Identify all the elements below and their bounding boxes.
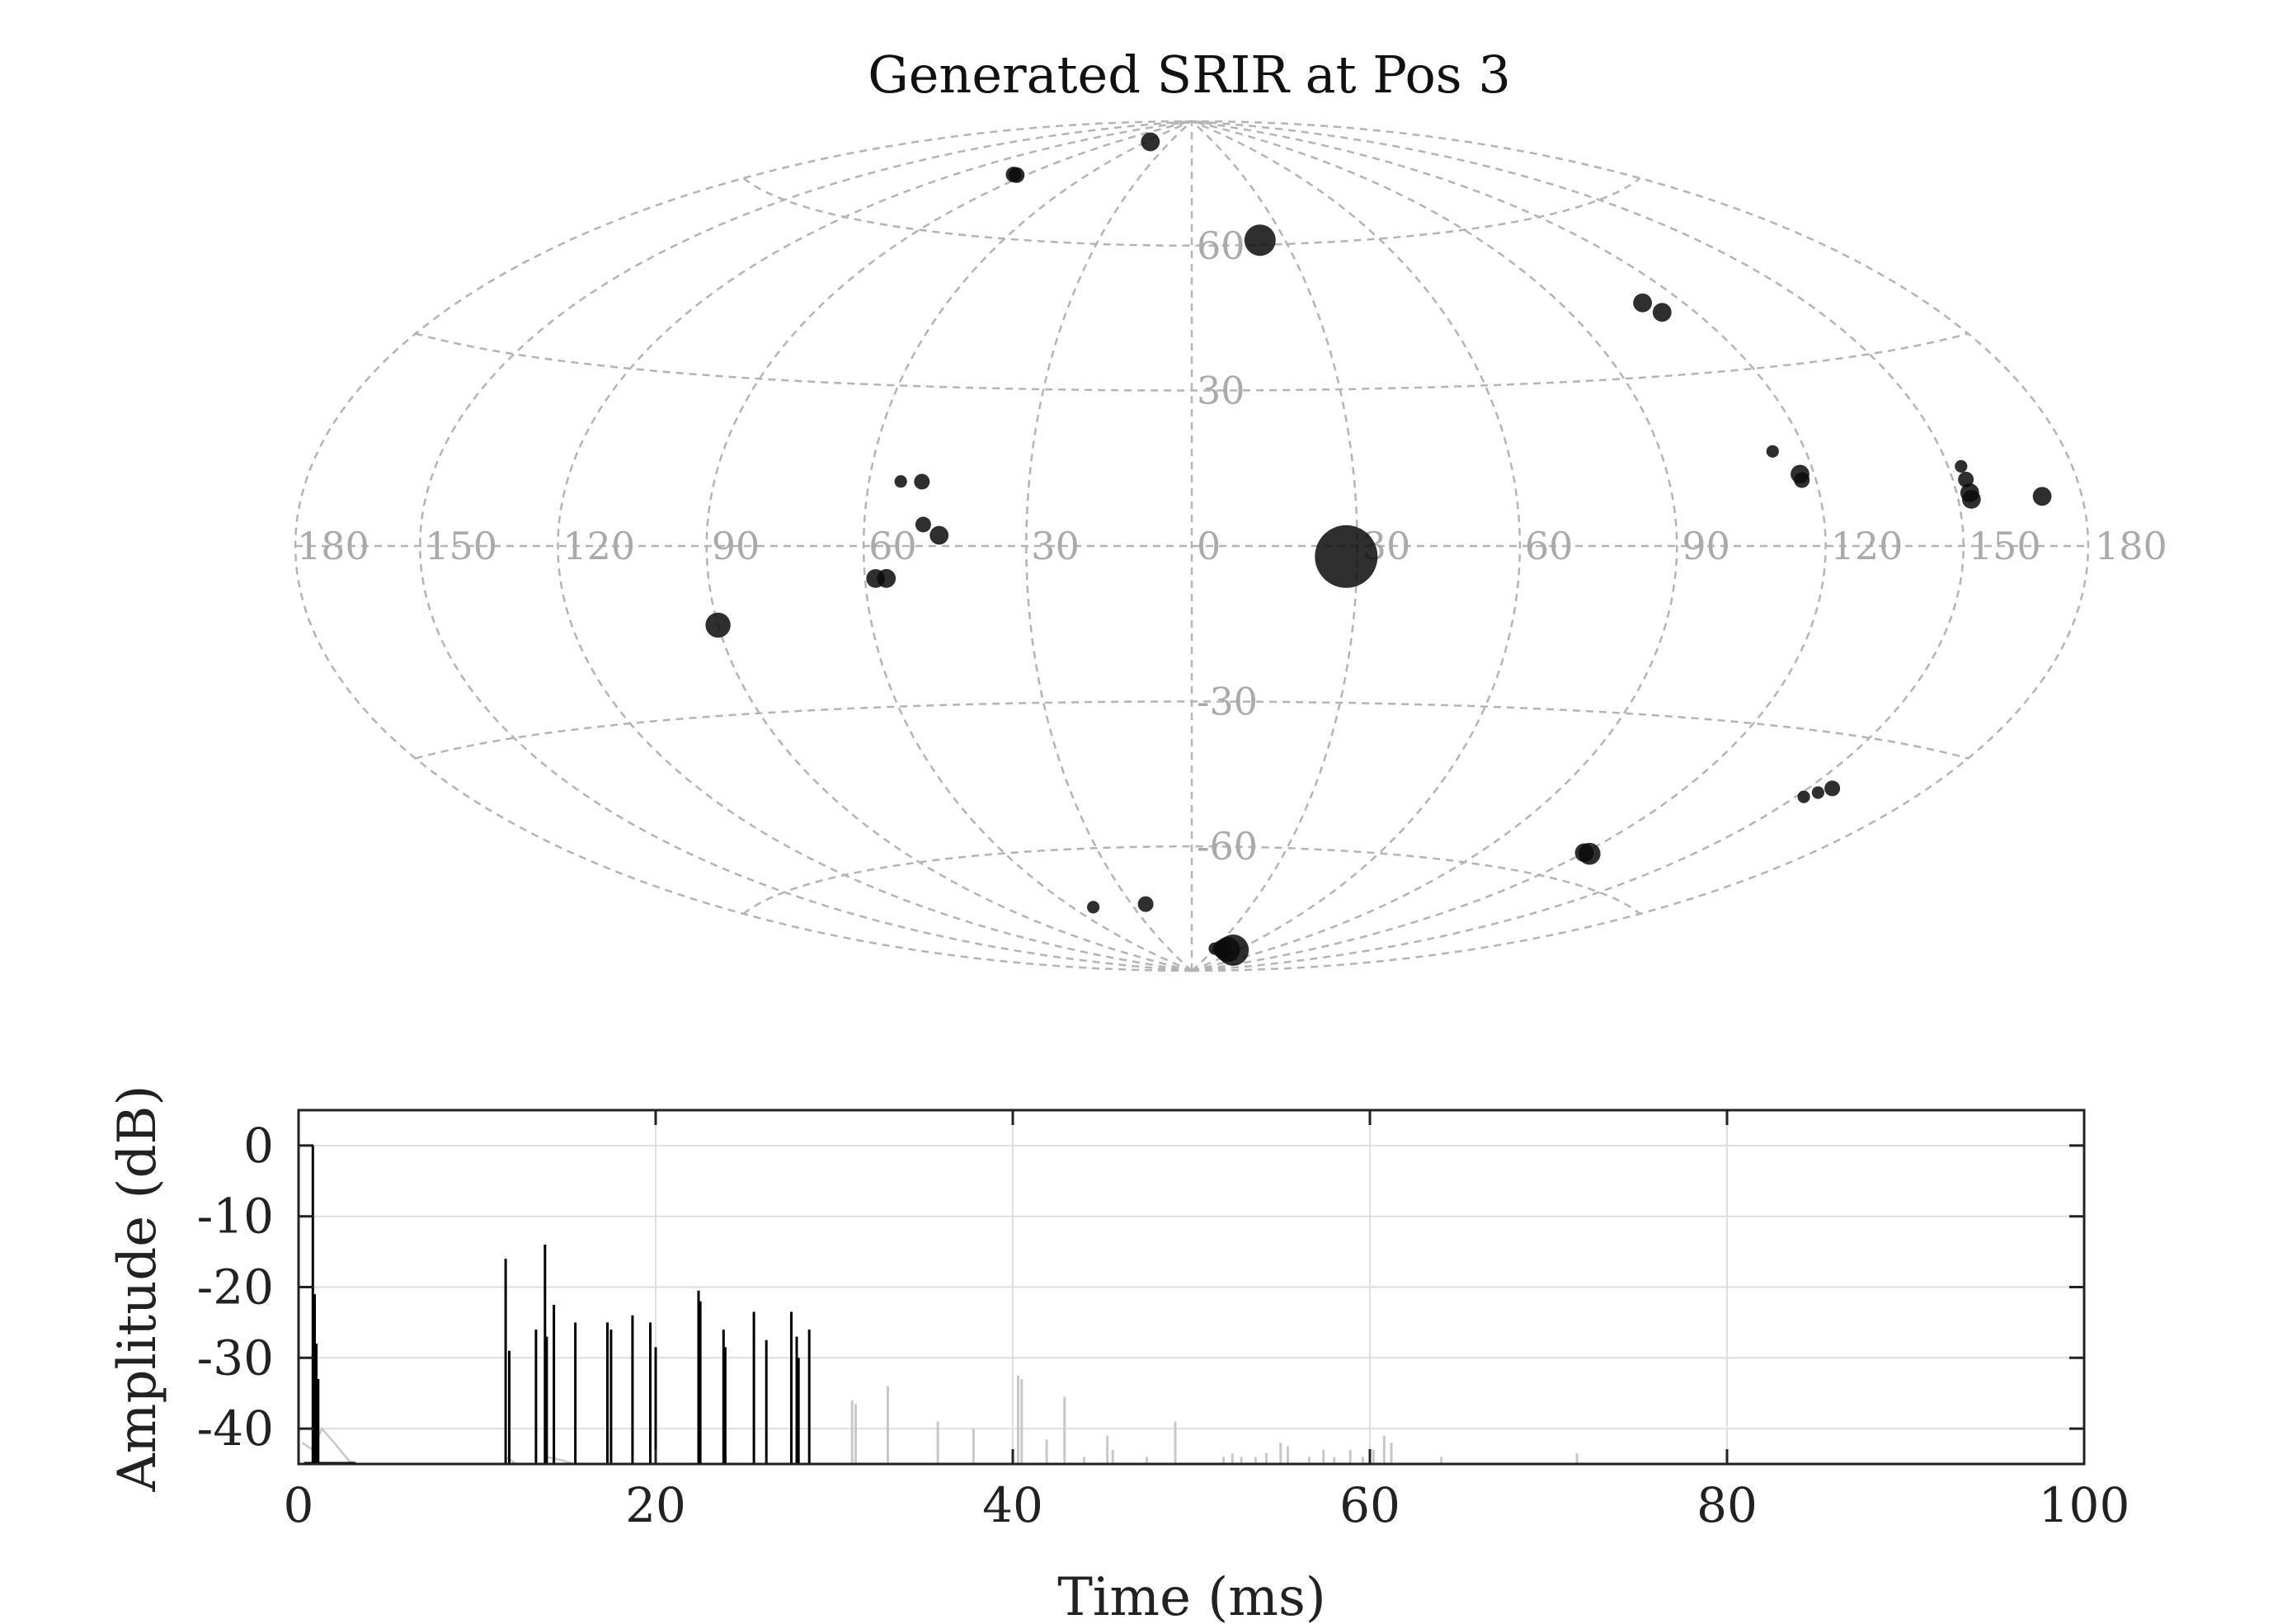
x-axis-label: Time (ms) (1057, 1567, 1326, 1624)
meridian-line (1191, 120, 1965, 972)
longitude-tick-label: 0 (1197, 524, 1221, 568)
latitude-tick-label: 30 (1197, 369, 1245, 413)
reflection-point (1315, 525, 1378, 588)
longitude-tick-label: 150 (1969, 524, 2041, 568)
reflection-point (1652, 303, 1672, 322)
reflection-point (1955, 459, 1968, 473)
parallel-line (742, 845, 1641, 915)
x-tick-label: 80 (1697, 1477, 1758, 1533)
latitude-tick-label: -60 (1197, 824, 1258, 868)
reflection-point (1009, 167, 1025, 183)
reflection-point (1811, 786, 1824, 799)
reflection-point (914, 473, 930, 490)
longitude-tick-label: 120 (562, 524, 635, 568)
parallel-line (415, 700, 1969, 760)
meridian-line (1191, 120, 1522, 972)
longitude-tick-label: 90 (712, 524, 760, 568)
longitude-tick-label: 60 (868, 524, 917, 568)
longitude-tick-label: 150 (425, 524, 497, 568)
parallel-line (742, 177, 1641, 247)
longitude-tick-label: 120 (1831, 524, 1904, 568)
reflection-point (929, 525, 949, 545)
reflection-point (1797, 790, 1810, 803)
decay-envelope (301, 1426, 356, 1466)
time-plot-series (301, 1145, 1579, 1466)
reflection-point (705, 612, 731, 638)
reflection-point (1141, 132, 1160, 152)
y-tick-label: -10 (197, 1189, 274, 1245)
longitude-tick-label: 30 (1031, 524, 1080, 568)
sky-grid (294, 120, 2090, 972)
reflection-point (1794, 472, 1810, 488)
reflection-point (1633, 293, 1652, 313)
longitude-tick-label: 60 (1525, 524, 1574, 568)
time-plot-ticks: 0 20 40 60 80 100 0 -10 -20 -30 -40 (197, 1110, 2130, 1533)
reflection-point (1961, 490, 1981, 509)
reflection-points (705, 132, 2052, 966)
latitude-tick-label: -30 (1197, 680, 1258, 724)
y-axis-label: Amplitude (dB) (107, 1085, 168, 1493)
sky-grid-labels: 180 150 120 90 60 30 0 30 60 90 120 150 1806030-30-6… (297, 224, 2167, 868)
reflection-point (1244, 224, 1276, 257)
reflection-point (1087, 901, 1100, 914)
x-tick-label: 40 (982, 1477, 1043, 1533)
y-tick-label: -40 (197, 1400, 274, 1457)
latitude-tick-label: 60 (1197, 224, 1245, 268)
x-tick-label: 20 (625, 1477, 686, 1533)
reflection-point (877, 568, 896, 588)
meridian-line (1191, 120, 1358, 972)
x-tick-label: 100 (2039, 1477, 2130, 1533)
longitude-tick-label: 180 (297, 524, 369, 568)
reflection-point (1579, 842, 1601, 865)
reflection-point (2032, 487, 2052, 506)
longitude-tick-label: 90 (1682, 524, 1730, 568)
x-tick-label: 60 (1339, 1477, 1400, 1533)
parallel-line (415, 332, 1969, 392)
reflection-point (915, 516, 931, 533)
reflection-point (1217, 934, 1249, 966)
y-tick-label: -30 (197, 1330, 274, 1386)
y-tick-label: -20 (197, 1259, 274, 1316)
reflection-point (894, 475, 907, 488)
x-tick-label: 0 (284, 1477, 314, 1533)
reflection-point (1824, 780, 1841, 797)
time-plot-grid (299, 1110, 2084, 1464)
longitude-tick-label: 180 (2095, 524, 2167, 568)
y-tick-label: 0 (243, 1118, 274, 1174)
reflection-point (1137, 896, 1154, 912)
reflection-point (1766, 445, 1779, 458)
sky-plot-title: Generated SRIR at Pos 3 (868, 45, 1511, 105)
